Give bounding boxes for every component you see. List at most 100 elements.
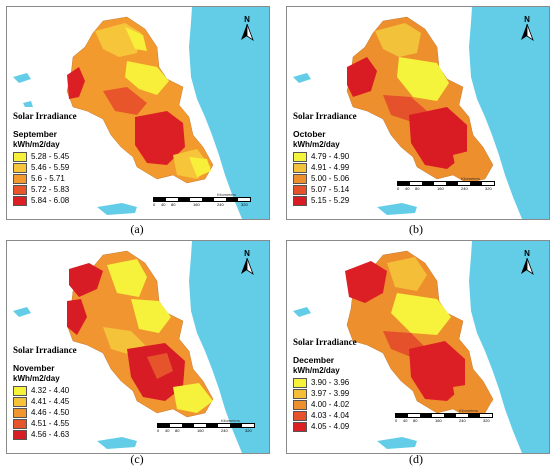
scale-tick: 320 xyxy=(241,202,248,207)
scale-unit: Kilometers xyxy=(461,176,480,181)
legend-row: 5.72 - 5.83 xyxy=(13,184,91,195)
north-arrow-icon xyxy=(521,257,534,276)
zone-orange-se xyxy=(453,383,493,413)
legend-swatch xyxy=(13,184,27,195)
zone-yellow-se xyxy=(173,383,213,413)
lake-west xyxy=(13,307,31,317)
legend-swatch xyxy=(13,151,27,162)
caption-c: (c) xyxy=(130,452,144,466)
legend-swatch xyxy=(293,410,307,421)
legend-label: 5.00 - 5.06 xyxy=(311,174,350,183)
legend-swatch xyxy=(293,388,307,399)
scale-tick: 160 xyxy=(435,418,442,423)
scale-tick: 0 xyxy=(395,418,398,423)
legend-swatch xyxy=(293,377,307,388)
sea-east xyxy=(469,241,549,453)
zone-yellow-north xyxy=(107,259,147,297)
legend-swatch xyxy=(13,396,27,407)
legend-swatch xyxy=(293,421,307,432)
legend-b: Solar Irradiance October kWh/m2/day 4.79… xyxy=(293,111,371,206)
zone-orange-se xyxy=(453,149,491,179)
scale-tick: 320 xyxy=(245,428,252,433)
map-canvas xyxy=(7,241,269,453)
legend-label: 4.05 - 4.09 xyxy=(311,422,350,431)
scale-tick: 80 xyxy=(171,202,176,207)
legend-label: 5.07 - 5.14 xyxy=(311,185,350,194)
legend-row: 4.32 - 4.40 xyxy=(13,385,91,396)
north-arrow: N xyxy=(237,15,257,43)
legend-swatch xyxy=(13,407,27,418)
scale-tick: 0 xyxy=(153,202,156,207)
map-panel-d: N Solar Irradiance December kWh/m2/day 3… xyxy=(286,240,550,454)
legend-label: 4.00 - 4.02 xyxy=(311,400,350,409)
map-panel-a: N Solar Irradiance September kWh/m2/day … xyxy=(6,6,270,220)
legend-row: 3.90 - 3.96 xyxy=(293,377,371,388)
sea-east xyxy=(189,241,269,453)
legend-row: 5.15 - 5.29 xyxy=(293,195,371,206)
legend-d: Solar Irradiance December kWh/m2/day 3.9… xyxy=(293,337,371,432)
sea-south xyxy=(97,203,137,215)
north-label: N xyxy=(524,15,530,24)
north-arrow: N xyxy=(517,249,537,277)
legend-title: Solar Irradiance xyxy=(13,345,77,355)
legend-unit: kWh/m2/day xyxy=(293,140,340,149)
scale-tick: 160 xyxy=(197,428,204,433)
map-canvas xyxy=(7,7,269,219)
legend-swatch xyxy=(293,184,307,195)
scale-tick: 320 xyxy=(485,186,492,191)
legend-label: 3.90 - 3.96 xyxy=(311,378,350,387)
legend-row: 5.46 - 5.59 xyxy=(13,162,91,173)
north-arrow-icon xyxy=(521,23,534,42)
legend-row: 5.07 - 5.14 xyxy=(293,184,371,195)
zone-orange-north xyxy=(375,23,421,57)
lake-west xyxy=(293,73,311,83)
caption-b: (b) xyxy=(409,222,423,236)
legend-title: Solar Irradiance xyxy=(293,337,357,347)
sea-south xyxy=(377,203,417,215)
scale-bar: Kilometers 0 40 80 160 240 320 xyxy=(157,418,257,433)
legend-month: September xyxy=(13,129,57,139)
legend-swatch xyxy=(293,399,307,410)
zone-orange-north xyxy=(387,257,427,291)
north-arrow: N xyxy=(517,15,537,43)
legend-swatch xyxy=(13,195,27,206)
scale-tick: 80 xyxy=(413,418,418,423)
legend-label: 5.84 - 6.08 xyxy=(31,196,70,205)
scale-bar-graphic xyxy=(157,423,255,428)
legend-month: October xyxy=(293,129,326,139)
zone-yellow-central xyxy=(131,299,171,333)
lake-west-2 xyxy=(23,101,33,107)
legend-title: Solar Irradiance xyxy=(293,111,357,121)
sea-east xyxy=(469,7,549,219)
legend-unit: kWh/m2/day xyxy=(13,140,60,149)
scale-tick: 80 xyxy=(175,428,180,433)
scale-unit: Kilometers xyxy=(459,408,478,413)
legend-row: 4.91 - 4.99 xyxy=(293,162,371,173)
sea-east xyxy=(189,7,269,219)
north-label: N xyxy=(244,15,250,24)
north-label: N xyxy=(244,249,250,258)
legend-swatch xyxy=(293,162,307,173)
north-arrow: N xyxy=(237,249,257,277)
legend-label: 5.6 - 5.71 xyxy=(31,174,65,183)
legend-swatch xyxy=(13,173,27,184)
legend-label: 5.28 - 5.45 xyxy=(31,152,70,161)
zone-yellow-central xyxy=(397,57,449,101)
zone-yellow-north xyxy=(125,27,147,51)
legend-a: Solar Irradiance September kWh/m2/day 5.… xyxy=(13,111,91,206)
scale-tick: 40 xyxy=(405,186,410,191)
map-panel-c: N Solar Irradiance November kWh/m2/day 4… xyxy=(6,240,270,454)
sea-south xyxy=(377,437,417,449)
legend-label: 5.46 - 5.59 xyxy=(31,163,70,172)
legend-month: December xyxy=(293,355,335,365)
legend-label: 4.56 - 4.63 xyxy=(31,430,70,439)
legend-swatch xyxy=(13,385,27,396)
legend-row: 4.46 - 4.50 xyxy=(13,407,91,418)
caption-a: (a) xyxy=(130,222,144,236)
zone-red-nw xyxy=(67,67,85,99)
legend-row: 4.05 - 4.09 xyxy=(293,421,371,432)
scale-tick: 160 xyxy=(437,186,444,191)
scale-tick: 240 xyxy=(459,418,466,423)
scale-unit: Kilometers xyxy=(217,192,236,197)
scale-tick: 40 xyxy=(403,418,408,423)
